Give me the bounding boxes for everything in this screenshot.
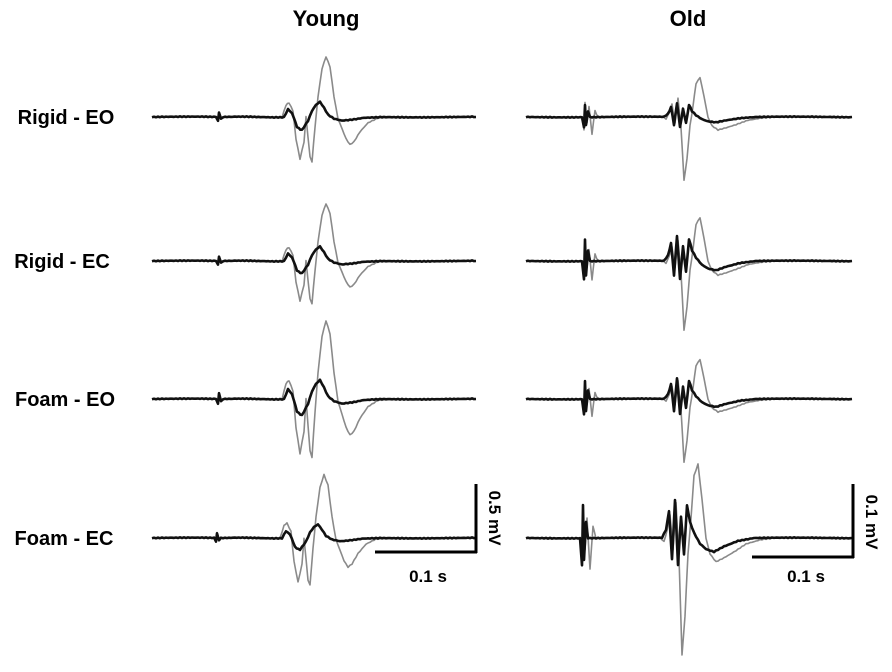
- trace-old-foam-ec-gray: [525, 463, 853, 656]
- scale-bar-young: 0.1 s 0.5 mV: [375, 484, 504, 586]
- row-label-rigid-eo: Rigid - EO: [18, 107, 115, 129]
- trace-old-foam-ec-black: [525, 498, 853, 567]
- trace-young-rigid-eo-black: [151, 100, 477, 131]
- column-title-old: Old: [670, 6, 707, 31]
- trace-group: [151, 56, 853, 656]
- trace-old-rigid-ec-black: [525, 234, 853, 281]
- row-label-foam-ec: Foam - EC: [15, 528, 114, 550]
- trace-old-rigid-ec-gray: [525, 217, 853, 332]
- scale-bar-old: 0.1 s 0.1 mV: [752, 484, 881, 586]
- trace-young-rigid-ec-black: [151, 245, 477, 275]
- scale-bar-young-amplitude-label: 0.5 mV: [485, 491, 504, 546]
- trace-young-foam-ec-black: [151, 523, 477, 552]
- trace-old-rigid-eo-gray: [525, 76, 853, 181]
- scale-bar-old-amplitude-label: 0.1 mV: [862, 495, 881, 550]
- column-title-young: Young: [293, 6, 360, 31]
- trace-old-rigid-eo-black: [525, 102, 853, 129]
- scale-bar-young-time-label: 0.1 s: [409, 567, 447, 586]
- trace-old-foam-eo-black: [525, 376, 853, 416]
- row-label-rigid-ec: Rigid - EC: [14, 251, 110, 273]
- scale-bar-old-time-label: 0.1 s: [787, 567, 825, 586]
- row-label-foam-eo: Foam - EO: [15, 389, 115, 411]
- trace-young-foam-eo-black: [151, 378, 477, 417]
- trace-old-foam-eo-gray: [525, 358, 853, 464]
